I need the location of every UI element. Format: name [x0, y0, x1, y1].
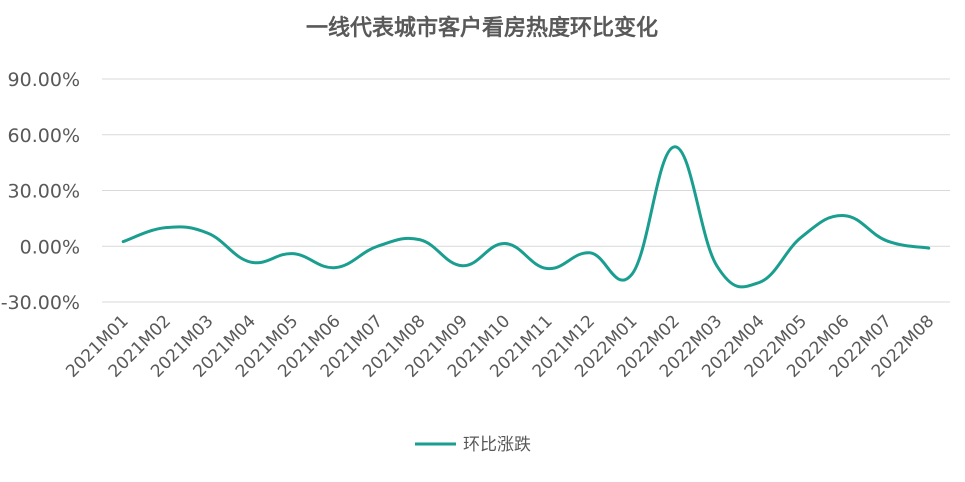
y-axis-ticks: -30.00% 0.00% 30.00% 60.00% 90.00% [1, 69, 80, 314]
chart-title: 一线代表城市客户看房热度环比变化 [306, 15, 658, 41]
y-tick-label: 60.00% [8, 125, 80, 147]
y-tick-label: -30.00% [1, 292, 80, 314]
legend: 环比涨跌 [415, 435, 531, 455]
x-axis-ticks: 2021M012021M022021M032021M042021M052021M… [62, 311, 938, 381]
y-tick-label: 90.00% [8, 69, 80, 91]
gridlines [102, 78, 950, 303]
y-tick-label: 30.00% [8, 181, 80, 203]
legend-label: 环比涨跌 [463, 435, 531, 455]
series-line [121, 145, 931, 289]
series-lines [121, 145, 931, 289]
y-tick-label: 0.00% [20, 236, 80, 258]
